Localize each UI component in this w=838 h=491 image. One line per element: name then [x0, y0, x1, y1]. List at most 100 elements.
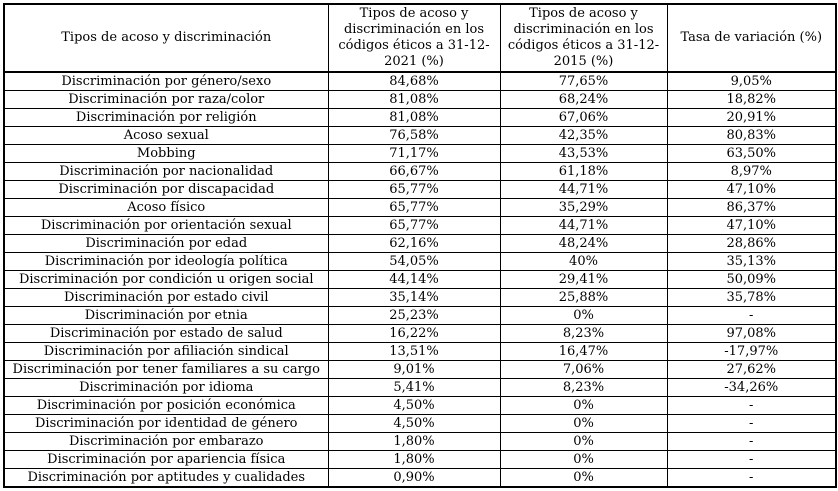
value-2021: 76,58% — [327, 126, 501, 145]
value-2015: 7,06% — [499, 360, 668, 379]
value-tasa-variacion: - — [666, 306, 837, 325]
acoso-discriminacion-table: Tipos de acoso y discriminación Tipos de… — [3, 3, 837, 488]
value-2021: 9,01% — [327, 360, 501, 379]
value-2021: 66,67% — [327, 162, 501, 181]
row-label: Discriminación por discapacidad — [3, 180, 329, 199]
table-row: Acoso físico 65,77% 35,29% 86,37% — [3, 198, 837, 217]
table-row: Discriminación por apariencia física 1,80… — [3, 450, 837, 469]
row-label: Discriminación por tener familiares a su… — [3, 360, 329, 379]
value-2021: 54,05% — [327, 252, 501, 271]
value-2015: 40% — [499, 252, 668, 271]
value-2021: 25,23% — [327, 306, 501, 325]
row-label: Discriminación por apariencia física — [3, 450, 329, 469]
row-label: Discriminación por orientación sexual — [3, 216, 329, 235]
table-body: Discriminación por género/sexo 84,68% 77,6… — [3, 71, 837, 488]
value-tasa-variacion: 63,50% — [666, 144, 837, 163]
column-header-2021: Tipos de acoso y discriminación en los c… — [327, 3, 501, 73]
value-2015: 61,18% — [499, 162, 668, 181]
value-tasa-variacion: 20,91% — [666, 108, 837, 127]
column-header-tasa-variacion: Tasa de variación (%) — [666, 3, 837, 73]
table-row: Discriminación por afiliación sindical 13… — [3, 342, 837, 361]
value-2015: 0% — [499, 432, 668, 451]
value-tasa-variacion: - — [666, 450, 837, 469]
value-tasa-variacion: 47,10% — [666, 216, 837, 235]
row-label: Discriminación por embarazo — [3, 432, 329, 451]
row-label: Discriminación por condición u origen so… — [3, 270, 329, 289]
row-label: Discriminación por idioma — [3, 378, 329, 397]
value-tasa-variacion: - — [666, 414, 837, 433]
value-2015: 67,06% — [499, 108, 668, 127]
table-row: Discriminación por raza/color 81,08% 68,24… — [3, 90, 837, 109]
value-tasa-variacion: 18,82% — [666, 90, 837, 109]
value-tasa-variacion: 35,78% — [666, 288, 837, 307]
value-2021: 13,51% — [327, 342, 501, 361]
row-label: Discriminación por raza/color — [3, 90, 329, 109]
table-row: Discriminación por identidad de género 4,… — [3, 414, 837, 433]
value-2021: 65,77% — [327, 180, 501, 199]
value-2015: 0% — [499, 306, 668, 325]
value-tasa-variacion: -17,97% — [666, 342, 837, 361]
value-tasa-variacion: 86,37% — [666, 198, 837, 217]
row-label: Discriminación por identidad de género — [3, 414, 329, 433]
value-2021: 5,41% — [327, 378, 501, 397]
table-row: Discriminación por idioma 5,41% 8,23% -34,2… — [3, 378, 837, 397]
table-row: Discriminación por estado civil 35,14% 25,… — [3, 288, 837, 307]
value-2015: 16,47% — [499, 342, 668, 361]
row-label: Discriminación por religión — [3, 108, 329, 127]
value-2015: 0% — [499, 450, 668, 469]
table-header: Tipos de acoso y discriminación Tipos de… — [3, 3, 837, 73]
row-label: Discriminación por afiliación sindical — [3, 342, 329, 361]
value-tasa-variacion: 9,05% — [666, 71, 837, 91]
table-row: Discriminación por discapacidad 65,77% 44,… — [3, 180, 837, 199]
row-label: Discriminación por ideología política — [3, 252, 329, 271]
value-2021: 1,80% — [327, 432, 501, 451]
value-tasa-variacion: 28,86% — [666, 234, 837, 253]
value-2015: 48,24% — [499, 234, 668, 253]
value-2015: 68,24% — [499, 90, 668, 109]
value-tasa-variacion: 47,10% — [666, 180, 837, 199]
value-tasa-variacion: 35,13% — [666, 252, 837, 271]
table-row: Discriminación por religión 81,08% 67,06% 2… — [3, 108, 837, 127]
column-header-2015: Tipos de acoso y discriminación en los c… — [499, 3, 668, 73]
value-2015: 77,65% — [499, 71, 668, 91]
value-tasa-variacion: 27,62% — [666, 360, 837, 379]
table-row: Discriminación por embarazo 1,80% 0% - — [3, 432, 837, 451]
table-row: Mobbing 71,17% 43,53% 63,50% — [3, 144, 837, 163]
row-label: Discriminación por etnia — [3, 306, 329, 325]
table-row: Discriminación por posición económica 4,5… — [3, 396, 837, 415]
table-row: Discriminación por estado de salud 16,22%… — [3, 324, 837, 343]
table-row: Discriminación por edad 62,16% 48,24% 28,86… — [3, 234, 837, 253]
value-2015: 0% — [499, 414, 668, 433]
value-2015: 0% — [499, 396, 668, 415]
value-2015: 29,41% — [499, 270, 668, 289]
value-tasa-variacion: - — [666, 396, 837, 415]
value-2015: 42,35% — [499, 126, 668, 145]
row-label: Acoso sexual — [3, 126, 329, 145]
value-tasa-variacion: - — [666, 432, 837, 451]
row-label: Mobbing — [3, 144, 329, 163]
value-2021: 71,17% — [327, 144, 501, 163]
row-label: Discriminación por aptitudes y cualidade… — [3, 468, 329, 488]
value-2021: 4,50% — [327, 414, 501, 433]
table-row: Discriminación por etnia 25,23% 0% - — [3, 306, 837, 325]
table-row: Discriminación por aptitudes y cualidade… — [3, 468, 837, 488]
value-tasa-variacion: - — [666, 468, 837, 488]
row-label: Discriminación por género/sexo — [3, 71, 329, 91]
table-row: Discriminación por orientación sexual 65,… — [3, 216, 837, 235]
row-label: Discriminación por estado civil — [3, 288, 329, 307]
value-2021: 62,16% — [327, 234, 501, 253]
row-label: Discriminación por posición económica — [3, 396, 329, 415]
column-header-tipos: Tipos de acoso y discriminación — [3, 3, 329, 73]
table-row: Discriminación por nacionalidad 66,67% 61,… — [3, 162, 837, 181]
table-row: Discriminación por ideología política 54,… — [3, 252, 837, 271]
row-label: Discriminación por edad — [3, 234, 329, 253]
value-2015: 8,23% — [499, 378, 668, 397]
table-row: Acoso sexual 76,58% 42,35% 80,83% — [3, 126, 837, 145]
value-2021: 1,80% — [327, 450, 501, 469]
value-tasa-variacion: -34,26% — [666, 378, 837, 397]
header-row: Tipos de acoso y discriminación Tipos de… — [3, 3, 837, 73]
value-2021: 44,14% — [327, 270, 501, 289]
value-2021: 81,08% — [327, 108, 501, 127]
value-tasa-variacion: 50,09% — [666, 270, 837, 289]
